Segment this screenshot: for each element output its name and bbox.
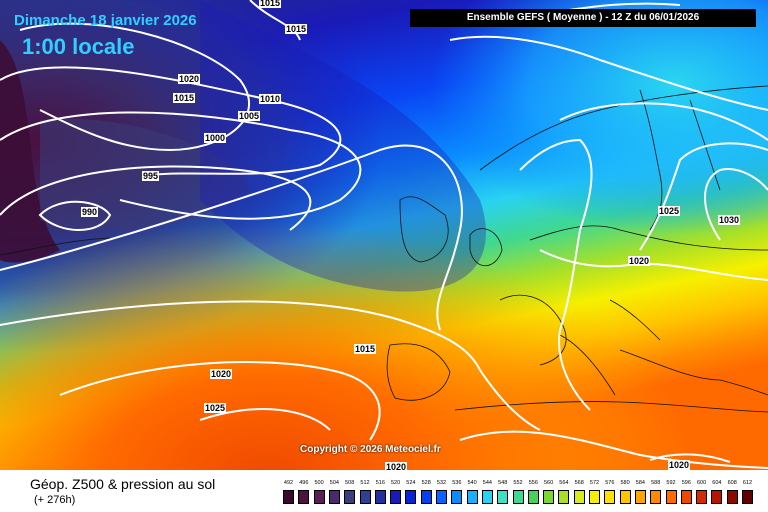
isobar-label: 1015 — [259, 0, 282, 8]
geopotential-field — [0, 0, 768, 470]
legend-color-swatch — [665, 490, 677, 504]
legend-color-swatch — [390, 490, 402, 504]
legend-color-swatch — [466, 490, 478, 504]
legend-color-swatch — [436, 490, 447, 504]
forecast-date: Dimanche 18 janvier 2026 — [14, 12, 197, 29]
legend-color-swatch — [543, 490, 555, 504]
legend-color-swatch — [497, 490, 509, 504]
isobar-label: 1000 — [204, 133, 227, 143]
legend-value-label: 516 — [375, 480, 385, 486]
legend-value-label: 548 — [498, 480, 508, 486]
legend-color-swatch — [344, 490, 356, 504]
legend-value-label: 496 — [299, 480, 309, 486]
legend-color-swatch — [589, 490, 600, 504]
legend-value-label: 556 — [528, 480, 538, 486]
legend-color-swatch — [283, 490, 294, 504]
legend-value-label: 536 — [452, 480, 462, 486]
legend-color-swatch — [405, 490, 417, 504]
legend-value-label: 568 — [574, 480, 584, 486]
legend-value-label: 512 — [360, 480, 370, 486]
legend-color-swatch — [451, 490, 463, 504]
legend-value-label: 580 — [620, 480, 630, 486]
legend-value-label: 520 — [391, 480, 401, 486]
weather-map: Dimanche 18 janvier 2026 1:00 locale Ens… — [0, 0, 768, 470]
legend-value-label: 588 — [651, 480, 661, 486]
legend-value-label: 564 — [559, 480, 569, 486]
legend-value-label: 532 — [436, 480, 447, 486]
legend-color-swatch — [481, 490, 493, 504]
legend-color-swatch — [742, 490, 753, 504]
legend-value-label: 604 — [712, 480, 722, 486]
model-run-info: Ensemble GEFS ( Moyenne ) - 12 Z du 06/0… — [410, 9, 756, 27]
legend-value-label: 592 — [666, 480, 676, 486]
legend-color-swatch — [420, 490, 432, 504]
legend-value-label: 584 — [635, 480, 645, 486]
legend-color-swatch — [604, 490, 616, 504]
legend-color-swatch — [634, 490, 646, 504]
isobar-label: 1025 — [204, 403, 227, 413]
isobar-label: 1030 — [718, 215, 741, 225]
legend-color-swatch — [512, 490, 524, 504]
isobar-label: 1020 — [210, 369, 233, 379]
isobar-label: 1005 — [238, 111, 261, 121]
legend-color-swatch — [573, 490, 585, 504]
isobar-label: 1020 — [628, 256, 651, 266]
legend-value-label: 572 — [589, 480, 600, 486]
legend-color-swatch — [374, 490, 386, 504]
legend-value-label: 612 — [742, 480, 753, 486]
legend-value-label: 492 — [283, 480, 294, 486]
legend-value-label: 596 — [681, 480, 691, 486]
isobar-label: 1020 — [178, 74, 201, 84]
legend-value-label: 508 — [345, 480, 355, 486]
legend-value-label: 608 — [727, 480, 737, 486]
legend-value-label: 552 — [513, 480, 523, 486]
legend-value-label: 500 — [314, 480, 324, 486]
forecast-local-time: 1:00 locale — [22, 34, 135, 59]
legend-value-label: 544 — [482, 480, 492, 486]
legend-color-swatch — [298, 490, 310, 504]
isobars — [0, 0, 768, 468]
legend-value-label: 600 — [697, 480, 707, 486]
legend-value-label: 540 — [467, 480, 477, 486]
legend-color-swatch — [328, 490, 340, 504]
isobar-label: 1025 — [658, 206, 681, 216]
legend-color-swatch — [359, 490, 371, 504]
legend-value-label: 504 — [329, 480, 339, 486]
legend-color-swatch — [558, 490, 570, 504]
legend-color-swatch — [711, 490, 723, 504]
copyright-notice: Copyright © 2026 Meteociel.fr — [300, 444, 441, 455]
isobar-label: 990 — [81, 207, 99, 217]
isobar-label: 1015 — [354, 344, 377, 354]
map-footer: Géop. Z500 & pression au sol (+ 276h) 49… — [0, 470, 768, 512]
legend-value-label: 524 — [406, 480, 416, 486]
legend-color-swatch — [313, 490, 325, 504]
legend-color-swatch — [696, 490, 708, 504]
legend-color-swatch — [650, 490, 662, 504]
legend-value-label: 560 — [544, 480, 554, 486]
legend-color-swatch — [726, 490, 738, 504]
isobar-label: 1020 — [668, 460, 691, 470]
legend-color-swatch — [680, 490, 692, 504]
legend-color-swatch — [527, 490, 539, 504]
legend-color-swatch — [619, 490, 631, 504]
legend-value-label: 576 — [605, 480, 615, 486]
isobar-label: 1015 — [285, 24, 308, 34]
isobar-label: 1020 — [385, 462, 408, 470]
isobar-label: 1015 — [173, 93, 196, 103]
legend-value-label: 528 — [421, 480, 431, 486]
isobar-label: 995 — [142, 171, 160, 181]
forecast-step: (+ 276h) — [34, 494, 76, 506]
map-parameter-title: Géop. Z500 & pression au sol — [30, 476, 216, 492]
isobar-label: 1010 — [259, 94, 282, 104]
